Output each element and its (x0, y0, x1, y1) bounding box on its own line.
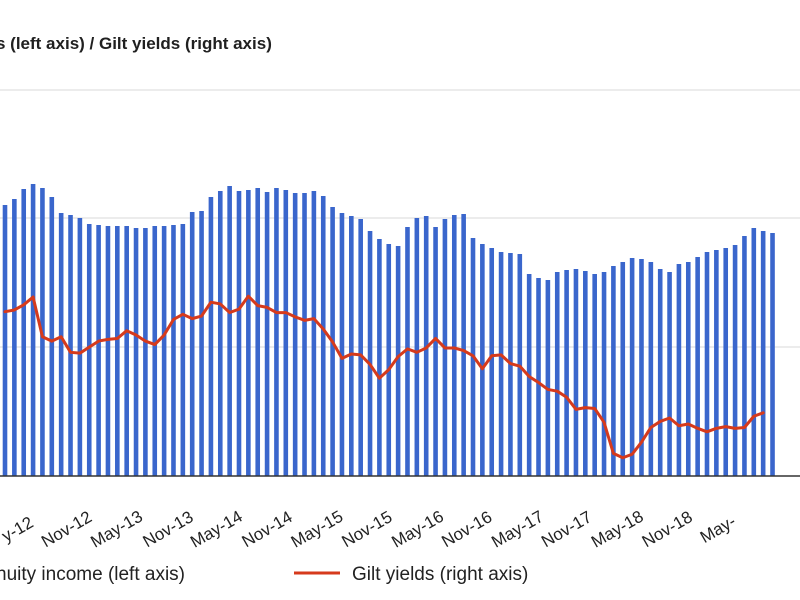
annuity-income-bar (255, 188, 261, 476)
annuity-income-bar (554, 272, 560, 476)
annuity-income-bar (49, 197, 55, 476)
annuity-income-bar (601, 272, 607, 476)
annuity-income-bar (386, 244, 392, 476)
annuity-income-bar (685, 262, 691, 476)
legend-label-annuity: nuity income (left axis) (0, 564, 185, 585)
annuity-income-bar (583, 271, 588, 476)
annuity-income-bar (732, 245, 738, 476)
x-tick-label: y-12 (0, 513, 37, 546)
x-tick-label: May-17 (488, 507, 547, 552)
x-tick-label: May-16 (388, 507, 447, 552)
annuity-income-bar (657, 269, 663, 476)
annuity-income-bar (676, 264, 682, 476)
annuity-income-bar (152, 226, 158, 476)
annuity-income-bar (171, 225, 176, 476)
annuity-income-bar (264, 192, 270, 476)
x-tick-label: May-13 (87, 507, 146, 552)
legend: nuity income (left axis) Gilt yields (ri… (0, 564, 528, 585)
annuity-income-bar (283, 190, 289, 476)
annuity-income-bar (217, 191, 223, 476)
x-tick-label: May- (697, 512, 739, 547)
annuity-income-bar (180, 224, 186, 476)
x-tick-label: May-14 (187, 507, 246, 552)
annuity-income-bar (395, 246, 401, 476)
annuity-income-bar (433, 227, 438, 476)
annuity-income-bar (620, 262, 626, 476)
chart-title: s (left axis) / Gilt yields (right axis) (0, 34, 272, 53)
annuity-income-bar (611, 266, 616, 476)
annuity-income-bar (320, 196, 326, 476)
annuity-income-bar (86, 224, 92, 476)
annuity-income-bar (545, 280, 551, 476)
annuity-income-bar (349, 216, 354, 476)
annuity-income-bar (133, 228, 139, 476)
annuity-income-bar (367, 231, 373, 476)
annuity-income-bar (639, 259, 644, 476)
annuity-income-bar (480, 244, 485, 476)
annuity-income-bar (199, 211, 204, 476)
x-tick-label: Nov-17 (538, 507, 595, 551)
legend-label-gilt-yields: Gilt yields (right axis) (352, 564, 528, 585)
annuity-income-bar (77, 218, 83, 476)
annuity-income-bar (742, 236, 747, 476)
x-tick-label: May-18 (588, 507, 647, 552)
annuity-income-bar (714, 250, 719, 476)
bar-series (2, 184, 775, 476)
x-tick-label: Nov-15 (338, 507, 395, 551)
annuity-income-bar (377, 239, 382, 476)
annuity-income-bar (339, 213, 345, 476)
annuity-income-bar (302, 193, 307, 476)
annuity-income-bar (68, 215, 73, 476)
annuity-income-bar (592, 274, 597, 476)
annuity-income-bar (723, 248, 729, 476)
annuity-income-bar (451, 215, 457, 476)
annuity-income-bar (161, 226, 167, 476)
annuity-income-bar (189, 212, 195, 476)
annuity-income-bar (115, 226, 120, 476)
annuity-income-bar (573, 269, 579, 476)
annuity-income-bar (760, 231, 766, 476)
x-tick-label: Nov-16 (438, 507, 495, 551)
annuity-income-bar (236, 191, 242, 476)
annuity-income-bar (704, 252, 710, 476)
annuity-income-bar (227, 186, 232, 476)
annuity-income-bar (2, 205, 8, 476)
annuity-income-bar (564, 270, 569, 476)
annuity-income-bar (770, 233, 775, 476)
annuity-income-bar (21, 189, 27, 476)
annuity-income-bar (208, 197, 214, 476)
annuity-income-bar (489, 248, 495, 476)
annuity-income-bar (405, 227, 410, 476)
x-tick-label: Nov-12 (38, 507, 95, 551)
annuity-income-bar (648, 262, 654, 476)
annuity-income-bar (30, 184, 36, 476)
annuity-income-bar (629, 258, 635, 476)
annuity-income-bar (751, 228, 757, 476)
annuity-income-bar (246, 190, 251, 476)
annuity-income-bar (695, 257, 700, 476)
annuity-income-bar (105, 226, 111, 476)
annuity-income-bar (96, 225, 101, 476)
annuity-income-bar (358, 219, 363, 476)
annuity-income-bar (311, 191, 317, 476)
annuity-income-bar (292, 193, 298, 476)
x-tick-label: Nov-18 (639, 507, 696, 551)
x-axis-tick-labels: y-12 Nov-12May-13Nov-13May-14Nov-14May-15… (0, 507, 739, 552)
annuity-income-bar (12, 199, 17, 476)
annuity-income-bar (143, 228, 148, 476)
annuity-income-bar (461, 214, 466, 476)
annuity-income-bar (536, 278, 541, 476)
x-tick-label: Nov-14 (239, 507, 296, 551)
annuity-income-bar (414, 218, 420, 476)
gilt-yield-line (3, 294, 765, 460)
annuity-income-bar (667, 272, 672, 476)
x-tick-label: May-15 (288, 507, 347, 552)
annuity-income-bar (274, 188, 279, 476)
annuity-income-bar (498, 252, 504, 476)
x-tick-label: Nov-13 (140, 507, 197, 551)
annuity-income-bar (58, 213, 64, 476)
annuity-income-bar (124, 226, 129, 476)
